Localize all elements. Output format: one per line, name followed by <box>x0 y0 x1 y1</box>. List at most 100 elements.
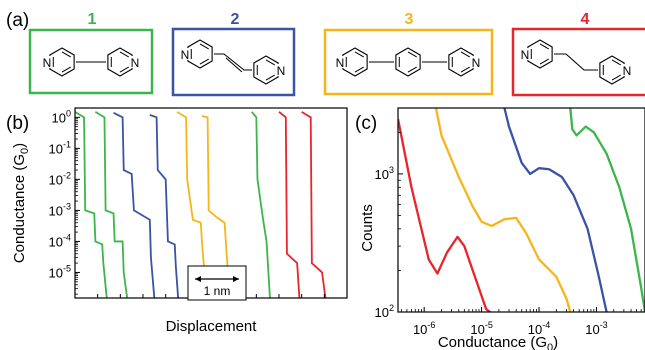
double-bond <box>119 51 129 58</box>
scale-bar: 1 nm <box>187 265 247 301</box>
double-bond <box>199 43 209 50</box>
nitrogen-atom: N <box>43 56 52 70</box>
scale-bar-arrow-left <box>195 276 201 282</box>
molecule-box <box>511 27 645 97</box>
ring <box>342 47 368 77</box>
double-bond <box>354 66 364 73</box>
ring <box>253 55 279 85</box>
bond <box>554 53 598 71</box>
nitrogen-mask <box>42 56 52 68</box>
ring <box>49 47 75 77</box>
nitrogen-atom: N <box>472 56 481 70</box>
bond <box>214 53 252 71</box>
double-bond <box>611 59 621 66</box>
y-axis-title-b: Conductance (G0) <box>11 143 31 263</box>
y-tick-label: 100 <box>52 108 71 125</box>
trace-8 <box>278 111 301 298</box>
molecule-1: 1 N N <box>28 11 154 95</box>
nitrogen-mask <box>520 48 530 60</box>
nitrogen-mask <box>335 56 345 68</box>
molecule-box <box>28 28 154 95</box>
double-bond <box>265 74 275 81</box>
molecule-box <box>171 27 296 97</box>
x-tick-label: 10-4 <box>528 320 550 337</box>
scale-bar-arrow-right <box>233 276 239 282</box>
x-tick-label: 10-6 <box>413 320 435 337</box>
ring <box>599 55 625 85</box>
ring <box>107 47 133 77</box>
double-bond <box>199 58 209 65</box>
double-bond <box>539 43 549 50</box>
nitrogen-mask <box>180 48 190 60</box>
x-tick-label: 10-5 <box>470 320 492 337</box>
molecule-4: 4 N N <box>511 11 645 97</box>
ring <box>187 39 213 69</box>
molecule-number: 4 <box>581 11 590 28</box>
histograms-c <box>398 108 645 312</box>
y-tick-label: 10-2 <box>49 170 71 187</box>
nitrogen-atom: N <box>336 56 345 70</box>
nitrogen-mask <box>276 64 286 76</box>
molecule-number: 3 <box>405 11 414 28</box>
nitrogen-atom: N <box>623 64 632 78</box>
double-bond <box>61 51 71 58</box>
nitrogen-atom: N <box>181 48 190 62</box>
double-bond <box>539 58 549 65</box>
molecule-2: 2 N N <box>171 11 296 97</box>
panel-label-a: (a) <box>6 10 30 31</box>
double-bond <box>407 51 417 58</box>
y-axis-title-c: Counts <box>359 204 376 252</box>
double-bond <box>119 66 129 73</box>
double-bond <box>354 51 364 58</box>
trace-5 <box>176 111 208 298</box>
trace-4 <box>149 114 180 298</box>
nitrogen-atom: N <box>277 64 286 78</box>
ring <box>448 47 474 77</box>
ring <box>395 47 421 77</box>
panel-label-c: (c) <box>355 113 378 134</box>
x-tick-label: 10-3 <box>585 320 607 337</box>
nitrogen-mask <box>130 56 140 68</box>
molecule-number: 2 <box>231 11 240 28</box>
scale-bar-label: 1 nm <box>204 284 231 298</box>
y-tick-label: 10-1 <box>49 139 71 156</box>
traces-b <box>75 111 327 298</box>
trace-3 <box>113 112 156 298</box>
nitrogen-atom: N <box>131 56 140 70</box>
histogram-2 <box>434 108 572 312</box>
y-tick-label: 103 <box>375 165 394 182</box>
ring <box>527 39 553 69</box>
trace-9 <box>301 111 327 298</box>
y-tick-label: 10-4 <box>49 232 71 249</box>
double-bond <box>460 51 470 58</box>
histogram-3 <box>503 108 608 312</box>
histogram-1 <box>398 118 491 312</box>
molecule-3: 3 N N <box>323 11 494 96</box>
histogram-4 <box>569 108 645 312</box>
x-axis-title-c: Conductance (G0) <box>438 334 558 350</box>
y-tick-label: 10-5 <box>49 263 71 280</box>
nitrogen-atom: N <box>521 48 530 62</box>
panel-label-b: (b) <box>6 113 30 134</box>
y-tick-label: 10-3 <box>49 201 71 218</box>
double-bond <box>61 66 71 73</box>
double-bond <box>611 74 621 81</box>
plot-frame-c <box>397 107 645 313</box>
trace-2 <box>94 111 129 298</box>
molecule-box <box>323 28 494 96</box>
trace-6 <box>201 115 232 298</box>
x-axis-title-b: Displacement <box>166 318 258 335</box>
trace-7 <box>251 111 271 298</box>
trace-1 <box>75 111 108 298</box>
molecule-structures: 1 N N 2 N N 3 N N 4 N N <box>28 11 645 97</box>
nitrogen-mask <box>471 56 481 68</box>
double-bond <box>265 59 275 66</box>
scale-bar-box <box>187 265 247 301</box>
double-bond <box>225 57 243 73</box>
y-tick-label: 102 <box>375 303 394 320</box>
nitrogen-mask <box>622 64 632 76</box>
molecule-number: 1 <box>88 11 97 28</box>
double-bond <box>460 66 470 73</box>
